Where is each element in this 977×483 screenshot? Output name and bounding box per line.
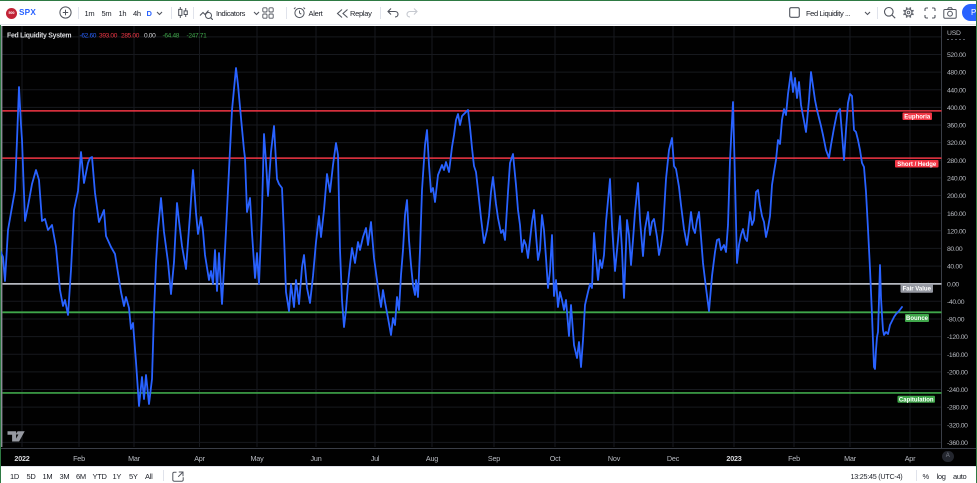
- svg-text:-80.00: -80.00: [947, 317, 965, 324]
- svg-text:Fair Value: Fair Value: [903, 287, 932, 293]
- svg-text:USD: USD: [947, 30, 961, 37]
- svg-text:400.00: 400.00: [947, 105, 966, 112]
- svg-text:200.00: 200.00: [947, 193, 966, 200]
- svg-text:160.00: 160.00: [947, 211, 966, 218]
- svg-text:-360.00: -360.00: [947, 440, 968, 447]
- svg-text:0.00: 0.00: [144, 32, 156, 39]
- svg-text:0.00: 0.00: [947, 281, 959, 288]
- svg-text:-280.00: -280.00: [947, 405, 968, 412]
- svg-text:-120.00: -120.00: [947, 334, 968, 341]
- svg-text:360.00: 360.00: [947, 123, 966, 130]
- svg-text:-40.00: -40.00: [947, 299, 965, 306]
- svg-text:120.00: 120.00: [947, 228, 966, 235]
- svg-text:-160.00: -160.00: [947, 352, 968, 359]
- svg-text:480.00: 480.00: [947, 70, 966, 77]
- svg-text:40.00: 40.00: [947, 264, 963, 271]
- svg-text:80.00: 80.00: [947, 246, 963, 253]
- svg-text:440.00: 440.00: [947, 87, 966, 94]
- svg-text:-320.00: -320.00: [947, 422, 968, 429]
- svg-text:Short / Hedge: Short / Hedge: [897, 162, 937, 168]
- svg-text:-240.00: -240.00: [947, 387, 968, 394]
- svg-text:Bounce: Bounce: [906, 316, 929, 322]
- svg-text:285.00: 285.00: [121, 32, 140, 39]
- svg-text:280.00: 280.00: [947, 158, 966, 165]
- svg-text:520.00: 520.00: [947, 52, 966, 59]
- svg-text:320.00: 320.00: [947, 140, 966, 147]
- svg-text:-64.48: -64.48: [163, 32, 180, 39]
- svg-text:240.00: 240.00: [947, 176, 966, 183]
- svg-text:-200.00: -200.00: [947, 370, 968, 377]
- svg-text:Fed Liquidity System: Fed Liquidity System: [7, 32, 71, 39]
- svg-text:Euphoria: Euphoria: [904, 114, 931, 120]
- svg-text:393.00: 393.00: [99, 32, 118, 39]
- svg-text:Capitulation: Capitulation: [899, 397, 934, 403]
- svg-text:-247.71: -247.71: [187, 32, 208, 39]
- svg-text:-62.60: -62.60: [80, 32, 97, 39]
